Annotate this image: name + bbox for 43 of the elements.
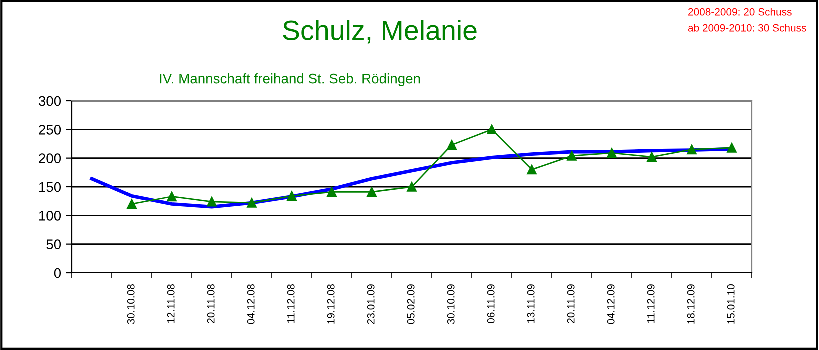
x-tick-label: 18.12.09 [687, 284, 695, 324]
point [327, 187, 337, 198]
point [407, 182, 417, 192]
x-tick-label: 04.12.09 [607, 284, 615, 324]
x-tick-label: 06.11.09 [487, 284, 495, 324]
x-tick-label: 30.10.09 [447, 284, 455, 324]
point [127, 199, 137, 210]
point [207, 197, 217, 207]
x-tick-label: 15.01.10 [727, 284, 735, 324]
point [527, 164, 537, 175]
x-tick-label: 05.02.09 [407, 284, 415, 324]
y-tick-label: 50 [46, 240, 62, 250]
point [647, 152, 657, 162]
y-tick-label: 300 [38, 96, 62, 106]
x-tick-label: 13.11.09 [527, 284, 535, 324]
chart-subtitle: IV. Mannschaft freihand St. Seb. Rödingen [160, 74, 420, 86]
x-tick-label: 20.11.08 [207, 284, 215, 324]
point [447, 140, 457, 150]
point [247, 198, 257, 208]
chart-title: Schulz, Melanie [283, 20, 477, 44]
y-tick-label: 250 [39, 125, 62, 135]
point [367, 187, 377, 198]
text: 2008-2009: 20 Schuss [688, 8, 792, 16]
x-tick-label: 11.12.09 [647, 284, 655, 324]
point [487, 124, 497, 135]
x-tick-label: 20.11.09 [567, 284, 575, 324]
point [167, 192, 177, 202]
text: ab 2009-2010: 30 Schuss [688, 24, 806, 32]
point [607, 148, 617, 158]
x-tick-label: 19.12.08 [327, 284, 335, 324]
x-tick-label: 12.11.08 [167, 284, 175, 324]
point [287, 191, 297, 202]
y-tick-label: 200 [39, 154, 62, 164]
point [567, 151, 577, 161]
y-tick-label: 100 [39, 211, 62, 221]
x-tick-label: 30.10.08 [127, 284, 135, 324]
point [687, 144, 697, 155]
y-tick-label: 150 [39, 182, 62, 192]
x-tick-label: 23.01.09 [367, 284, 375, 324]
x-tick-label: 11.12.08 [287, 284, 295, 324]
point [727, 143, 737, 153]
y-tick-label: 0 [54, 268, 62, 278]
x-tick-label: 04.12.08 [247, 284, 255, 324]
